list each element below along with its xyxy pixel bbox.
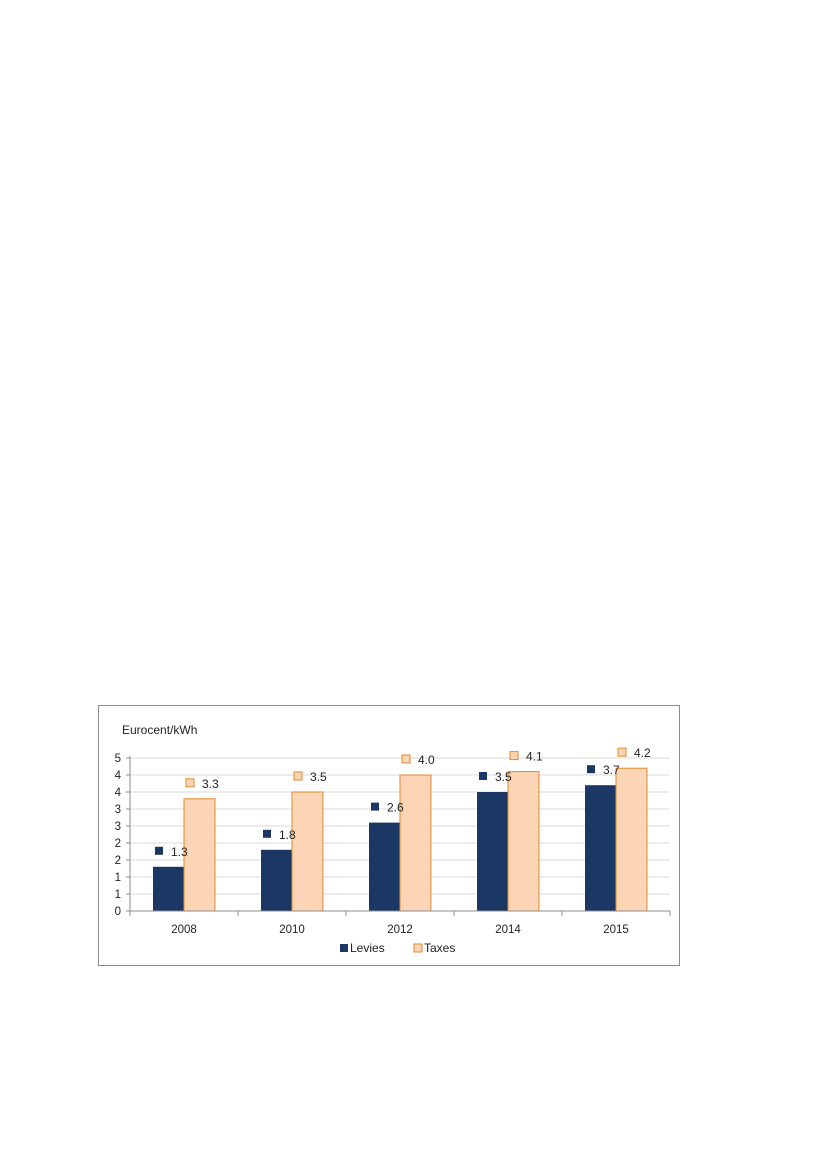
taxes-label-key (293, 771, 303, 781)
taxes-data-label: 4.1 (526, 750, 543, 764)
x-tick-label: 2012 (387, 924, 413, 936)
taxes-label-key (185, 778, 195, 788)
levies-label-key (371, 802, 379, 811)
levies-data-label: 2.6 (387, 801, 404, 815)
levies-bar (585, 785, 616, 911)
taxes-data-label: 3.3 (202, 777, 219, 791)
levies-label-key (479, 772, 487, 780)
y-axis-label: Eurocent/kWh (122, 723, 197, 737)
taxes-label-key (401, 754, 411, 764)
levies-bar (369, 822, 400, 911)
taxes-legend-label: Taxes (424, 941, 455, 955)
levies-data-label: 1.8 (279, 828, 296, 842)
x-tick-label: 2014 (495, 924, 521, 936)
taxes-data-label: 4.0 (418, 753, 435, 767)
y-tick-label: 2 (115, 855, 121, 867)
taxes-label-key (509, 751, 519, 761)
x-tick-label: 2008 (171, 924, 197, 936)
chart-frame: Eurocent/kWh 0 1 1 2 2 3 3 4 4 5 2008 2010 2012 2014 2… (98, 705, 680, 966)
y-tick-label: 5 (115, 753, 121, 765)
y-tick-label: 0 (115, 906, 121, 918)
taxes-label-key (617, 747, 627, 757)
y-tick-label: 1 (115, 872, 121, 884)
levies-label-key (587, 765, 595, 774)
levies-bar (261, 849, 292, 911)
y-tick-label: 1 (115, 889, 121, 901)
levies-data-label: 3.7 (603, 763, 620, 777)
levies-legend-label: Levies (350, 941, 385, 955)
x-tick-label: 2010 (279, 924, 305, 936)
taxes-bar (291, 791, 324, 912)
levies-label-key (155, 846, 163, 855)
taxes-bar (615, 767, 648, 912)
y-tick-label: 2 (115, 838, 121, 850)
taxes-bar (399, 774, 432, 912)
taxes-data-label: 4.2 (634, 746, 651, 760)
levies-label-key (263, 829, 271, 838)
y-tick-label: 3 (115, 821, 121, 833)
taxes-bar (183, 798, 216, 912)
taxes-bar (507, 771, 540, 912)
levies-data-label: 1.3 (171, 845, 188, 859)
levies-data-label: 3.5 (495, 770, 512, 784)
taxes-legend-swatch (413, 943, 423, 953)
levies-bar (477, 792, 508, 911)
y-tick-label: 4 (115, 787, 122, 799)
taxes-data-label: 3.5 (310, 770, 327, 784)
levies-legend-swatch (340, 944, 348, 952)
y-tick-label: 3 (115, 804, 121, 816)
x-tick-label: 2015 (603, 924, 629, 936)
bar-chart: Eurocent/kWh 0 1 1 2 2 3 3 4 4 5 2008 2010 2012 2014 2… (115, 723, 671, 955)
levies-bar (153, 866, 184, 911)
y-tick-label: 4 (115, 770, 122, 782)
